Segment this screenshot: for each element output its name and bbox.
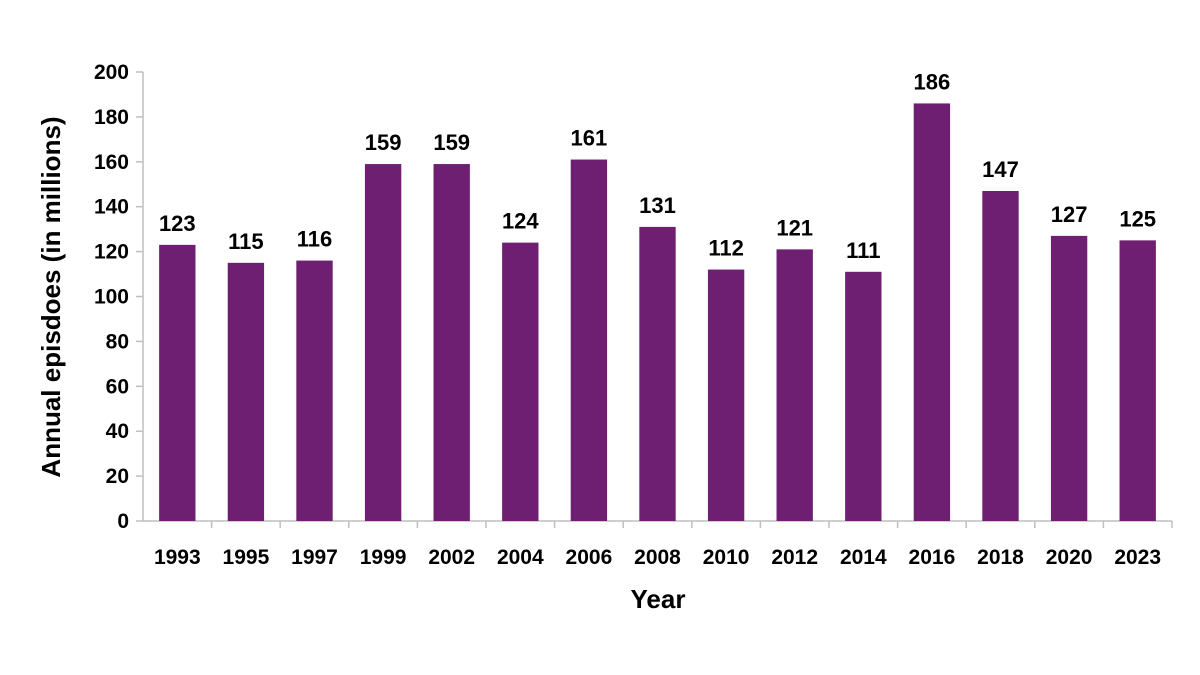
bar xyxy=(227,262,265,521)
x-tick-label: 2006 xyxy=(566,546,613,569)
bar xyxy=(433,164,470,522)
x-tick-label: 2018 xyxy=(977,546,1024,569)
bar xyxy=(707,269,745,521)
bar xyxy=(296,260,333,521)
bar-data-label: 115 xyxy=(228,229,264,254)
x-tick-label: 1997 xyxy=(291,546,338,569)
x-tick-label: 2023 xyxy=(1114,546,1161,569)
bar xyxy=(639,226,676,521)
bar xyxy=(845,271,882,521)
x-axis: 1993 1995 1997 1999 2002 2004 2006 2008 2010 2012… xyxy=(143,520,1173,569)
bar-data-label: 159 xyxy=(433,130,470,155)
y-tick-label: 180 xyxy=(94,106,129,129)
bar-data-label: 124 xyxy=(502,209,539,234)
bar xyxy=(1050,235,1088,521)
bar-data-label: 112 xyxy=(708,236,744,261)
bar xyxy=(776,249,813,522)
bar xyxy=(364,164,402,522)
bar-data-label: 127 xyxy=(1051,202,1088,227)
x-tick-label: 2004 xyxy=(497,546,544,569)
bar-data-label: 161 xyxy=(571,126,608,151)
y-tick-label: 80 xyxy=(106,330,129,353)
bar-data-label: 121 xyxy=(776,215,813,240)
x-tick-label: 1995 xyxy=(223,546,270,569)
bar xyxy=(982,190,1019,522)
x-tick-label: 1999 xyxy=(360,546,407,569)
y-tick-label: 0 xyxy=(117,510,129,533)
x-tick-label: 2008 xyxy=(634,546,681,569)
x-tick-label: 2010 xyxy=(703,546,750,569)
bars xyxy=(159,103,1156,522)
x-tick-label: 2020 xyxy=(1046,546,1093,569)
y-tick-label: 120 xyxy=(94,241,129,264)
y-tick-label: 100 xyxy=(94,286,129,309)
y-tick-label: 140 xyxy=(94,196,129,219)
y-axis-title: Annual episdoes (in millions) xyxy=(36,116,66,477)
bar-data-label: 125 xyxy=(1119,206,1156,231)
y-tick-label: 160 xyxy=(94,151,129,174)
x-tick-label: 2016 xyxy=(909,546,956,569)
y-tick-label: 60 xyxy=(106,375,129,398)
bar xyxy=(159,244,196,522)
bar-data-label: 131 xyxy=(639,193,676,218)
bar-data-label: 123 xyxy=(159,211,196,236)
x-tick-label: 1993 xyxy=(154,546,201,569)
bar-data-labels: 123 115 116 159 159 124 161 131 112 121 111 186 147 1… xyxy=(159,69,1156,262)
x-axis-title: Year xyxy=(631,584,686,614)
bar-data-label: 147 xyxy=(982,157,1019,182)
x-tick-label: 2012 xyxy=(771,546,818,569)
bar-data-label: 186 xyxy=(914,69,951,94)
x-tick-label: 2002 xyxy=(428,546,475,569)
y-tick-label: 200 xyxy=(94,61,129,84)
x-tick-label: 2014 xyxy=(840,546,887,569)
bar-data-label: 159 xyxy=(365,130,402,155)
y-tick-label: 40 xyxy=(106,420,129,443)
y-tick-label: 20 xyxy=(106,465,129,488)
bar-data-label: 111 xyxy=(846,238,880,263)
bar xyxy=(1119,240,1156,521)
y-axis: 0 20 40 60 80 100 120 140 160 180 200 xyxy=(94,61,144,533)
bar xyxy=(570,159,608,521)
bar xyxy=(502,242,539,521)
bar-data-label: 116 xyxy=(297,227,333,252)
bar xyxy=(913,103,951,522)
